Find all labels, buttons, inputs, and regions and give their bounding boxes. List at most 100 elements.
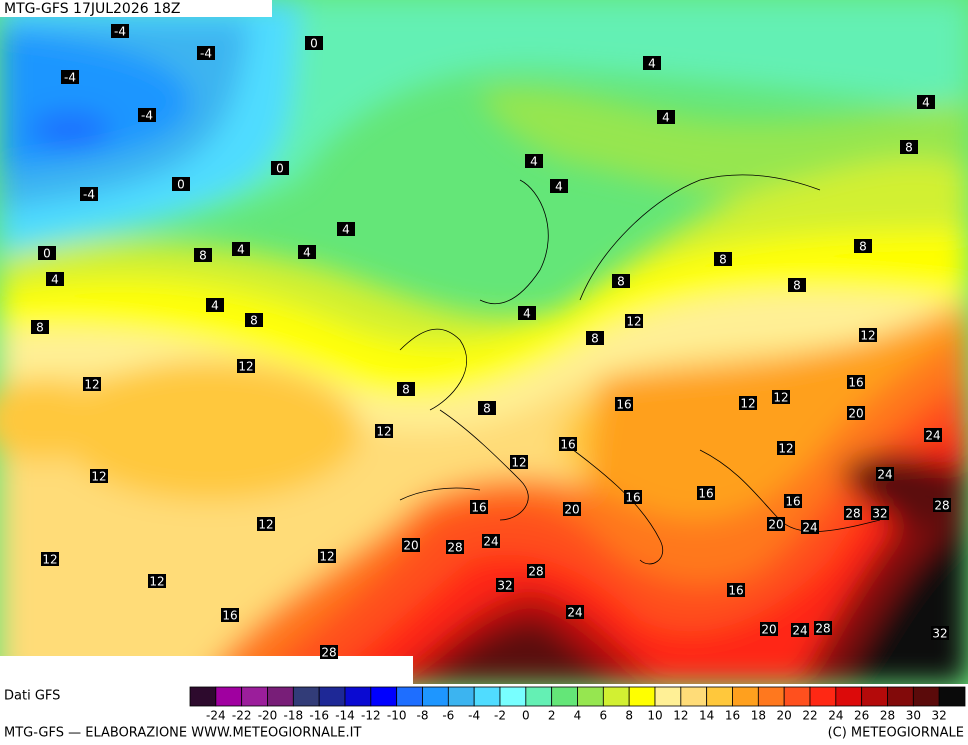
contour-label: 8 [612, 274, 630, 289]
contour-label-text: 4 [237, 243, 245, 257]
contour-label: 12 [510, 455, 528, 470]
contour-label-box [305, 36, 323, 50]
contour-label: 4 [337, 222, 355, 237]
colorbar-tick-label: 12 [673, 709, 688, 723]
contour-label: 24 [876, 467, 894, 482]
colorbar-swatch [887, 686, 914, 707]
contour-label-box [41, 552, 59, 566]
contour-label-text: 20 [564, 503, 579, 517]
contour-label-text: 4 [648, 57, 656, 71]
contour-label: 8 [586, 331, 604, 346]
contour-label-box [38, 246, 56, 260]
contour-label-text: 28 [528, 565, 543, 579]
contour-label-box [318, 549, 336, 563]
contour-label-text: 32 [872, 507, 887, 521]
colorbar-tick-label: 8 [625, 709, 633, 723]
contour-label-box [470, 500, 488, 514]
colorbar-swatch [809, 686, 837, 707]
colorbar-tick-label: 18 [751, 709, 766, 723]
contour-label: 4 [917, 95, 935, 110]
colorbar-swatch [370, 686, 398, 707]
temperature-field [0, 0, 968, 684]
contour-label: 28 [320, 645, 338, 660]
contour-label-text: 12 [91, 470, 106, 484]
contour-label-text: 8 [591, 332, 599, 346]
contour-label-text: 4 [530, 155, 538, 169]
contour-label-box [496, 578, 514, 592]
colorbar-tick-label: 2 [548, 709, 556, 723]
contour-label-text: 32 [932, 627, 947, 641]
credit-label: MTG-GFS — ELABORAZIONE WWW.METEOGIORNALE… [4, 726, 361, 741]
contour-label: 12 [739, 396, 757, 411]
colorbar-swatch [835, 686, 863, 707]
colorbar-tick-label: -10 [387, 709, 407, 723]
contour-label-text: 28 [321, 646, 336, 660]
contour-label: 12 [772, 390, 790, 405]
colorbar-tick-label: -16 [309, 709, 329, 723]
contour-label-text: 12 [511, 456, 526, 470]
contour-label-text: 0 [310, 37, 318, 51]
colorbar-swatch [912, 686, 940, 707]
contour-label: 16 [697, 486, 715, 501]
colorbar-swatch [551, 686, 578, 707]
contour-label-text: 0 [177, 178, 185, 192]
colorbar-swatch [241, 686, 268, 707]
contour-label-box [148, 574, 166, 588]
contour-label-box [586, 331, 604, 345]
colorbar-tick-label: 30 [906, 709, 921, 723]
contour-label: 12 [257, 517, 275, 532]
header-box [0, 0, 272, 17]
colorbar-swatch [628, 686, 656, 707]
contour-label-box [397, 382, 415, 396]
contour-label-text: 12 [319, 550, 334, 564]
contour-label-box [844, 506, 862, 520]
contour-label: 24 [924, 428, 942, 443]
contour-label: 0 [172, 177, 190, 192]
contour-label: 24 [791, 623, 809, 638]
colorbar-tick-label: -14 [335, 709, 355, 723]
colorbar-tick-label: -18 [284, 709, 304, 723]
contour-label-text: 12 [238, 360, 253, 374]
contour-label: 4 [206, 298, 224, 313]
contour-label-box [525, 154, 543, 168]
colorbar-swatch [344, 686, 372, 707]
colorbar-swatch [602, 686, 630, 707]
colorbar-tick-label: 28 [880, 709, 895, 723]
contour-label: 32 [496, 578, 514, 593]
contour-label-box [643, 56, 661, 70]
contour-label-box [320, 645, 338, 659]
contour-label-text: 28 [447, 541, 462, 555]
contour-label-box [917, 95, 935, 109]
contour-label: 8 [854, 239, 872, 254]
contour-label-text: 20 [848, 407, 863, 421]
contour-label-text: 12 [773, 391, 788, 405]
contour-label-text: 32 [497, 579, 512, 593]
colorbar-tick-label: -4 [468, 709, 480, 723]
contour-label: -4 [111, 24, 129, 39]
contour-label-text: 16 [698, 487, 713, 501]
blank-box [0, 656, 413, 684]
contour-label: -4 [138, 108, 156, 123]
contour-label-box [924, 428, 942, 442]
contour-label-box [777, 441, 795, 455]
contour-label-box [847, 406, 865, 420]
contour-label: 8 [478, 401, 496, 416]
contour-label-text: 16 [785, 495, 800, 509]
contour-label: 12 [777, 441, 795, 456]
contour-label: 16 [221, 608, 239, 623]
contour-label: 12 [375, 424, 393, 439]
contour-label-box [80, 187, 98, 201]
contour-label-text: 4 [523, 307, 531, 321]
contour-label-text: 8 [199, 249, 207, 263]
contour-label-box [90, 469, 108, 483]
contour-label-box [61, 70, 79, 84]
contour-label: 20 [767, 517, 785, 532]
colorbar-swatch [577, 686, 604, 707]
colorbar-swatch [447, 686, 475, 707]
contour-label: 20 [847, 406, 865, 421]
contour-label-box [271, 161, 289, 175]
contour-label-text: -4 [200, 47, 212, 61]
contour-label-text: 16 [728, 584, 743, 598]
contour-label-text: 24 [792, 624, 807, 638]
